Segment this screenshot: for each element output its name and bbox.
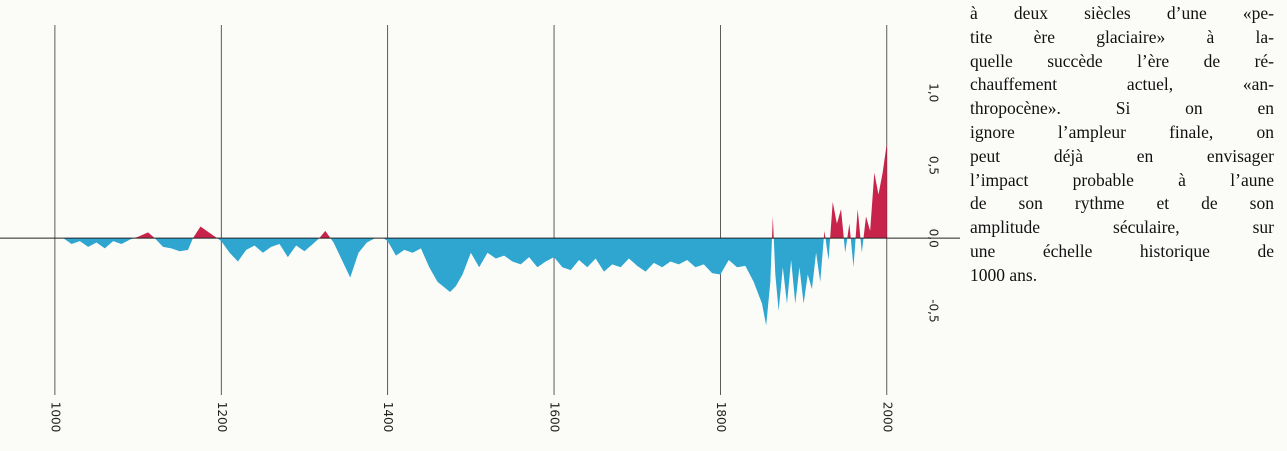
x-tick-label: 1600 — [548, 402, 562, 433]
text-line: thropocène». Si on en — [970, 98, 1274, 119]
text-line: peut déjà en envisager — [970, 145, 1274, 166]
x-tick-label: 1800 — [714, 402, 728, 433]
chart: 1000 1200 1400 1600 1800 2000-0,50,00,51,0 — [0, 25, 960, 433]
text-line: 1000 ans. — [970, 264, 1038, 285]
text-line: chauffement actuel, «an- — [970, 74, 1274, 95]
text-line: amplitude séculaire, sur — [970, 217, 1274, 238]
y-tick-label: 0,5 — [927, 156, 941, 175]
text-line: ignore l’ampleur finale, on — [970, 121, 1274, 142]
y-tick-label: -0,5 — [927, 299, 941, 322]
text-line: l’impact probable à l’aune — [970, 169, 1274, 190]
y-tick-label: 1,0 — [927, 83, 941, 102]
paragraph: à deux siècles d’une «pe-tite ère glacia… — [970, 2, 1274, 288]
x-tick-label: 2000 — [880, 402, 894, 433]
text-line: quelle succède l’ère de ré- — [970, 50, 1274, 71]
area — [54, 143, 887, 326]
text-line: à deux siècles d’une «pe- — [970, 3, 1274, 23]
text-line: tite ère glaciaire» à la- — [970, 26, 1274, 47]
text-line: de son rythme et de son — [970, 193, 1274, 214]
x-tick-label: 1200 — [215, 402, 229, 433]
text-line: une échelle historique de — [970, 240, 1274, 261]
x-tick-label: 1000 — [48, 402, 62, 433]
x-tick-label: 1400 — [381, 402, 395, 433]
